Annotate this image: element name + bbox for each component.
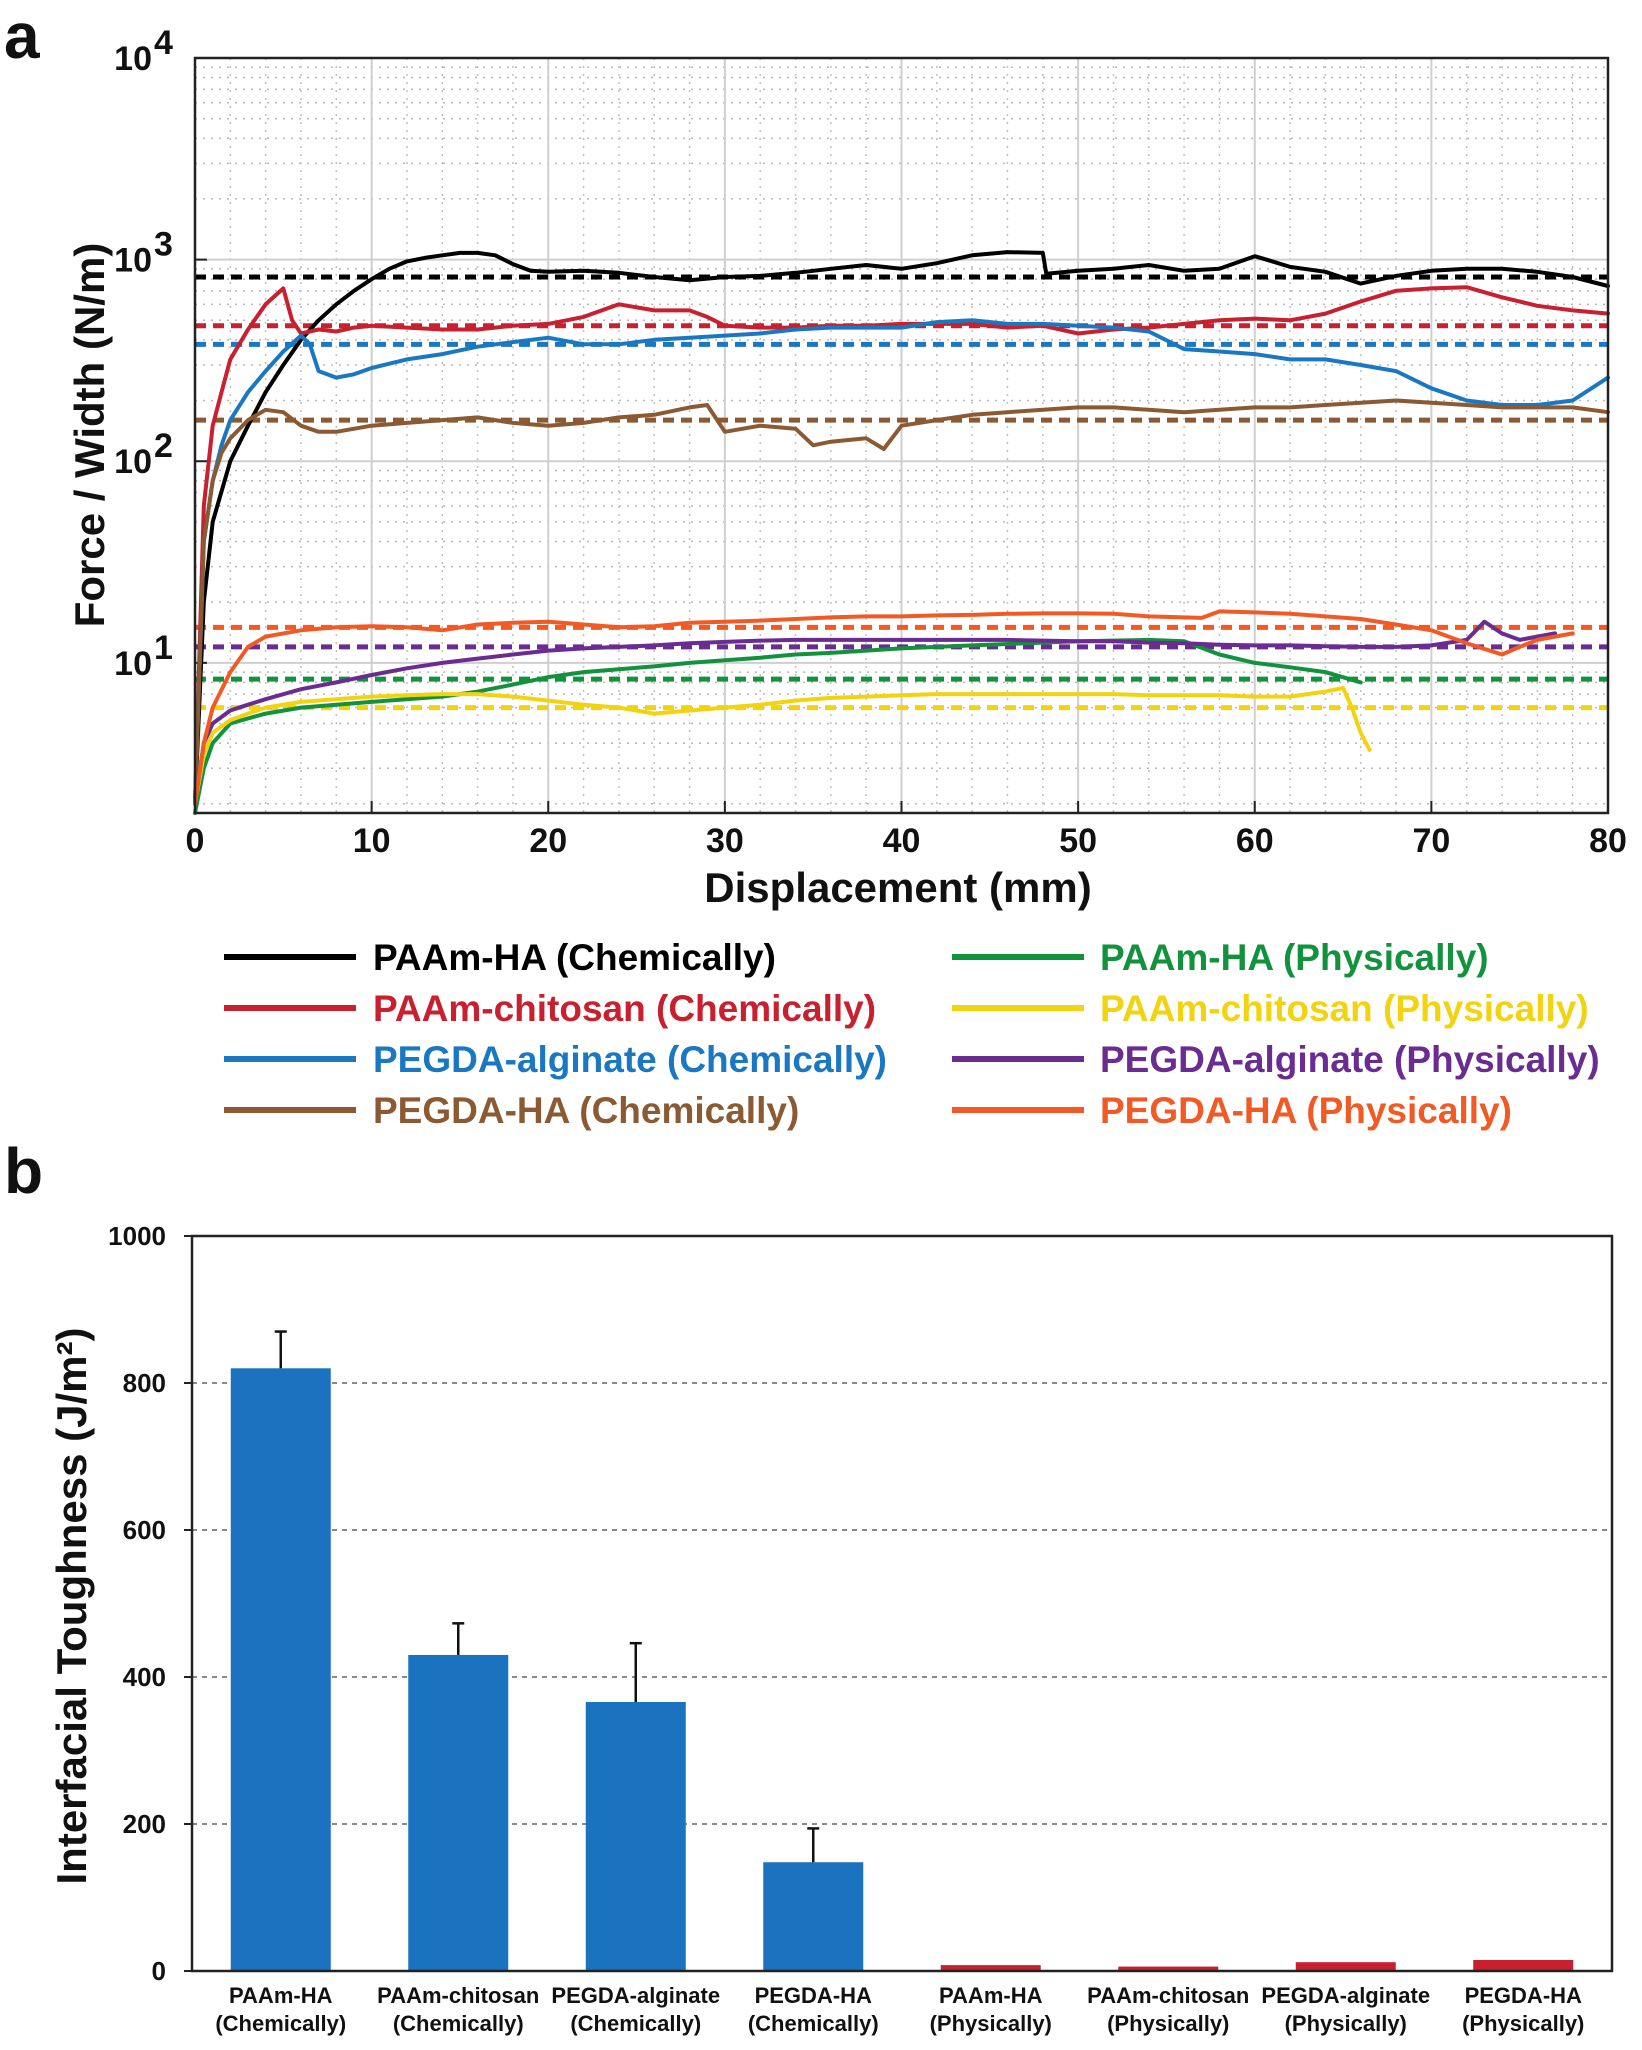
y-tick-exponent: 2 [154, 427, 173, 465]
series-line-4 [193, 398, 1610, 806]
category-label-line1: PAAm-chitosan [377, 1983, 539, 2008]
y-tick-exponent: 3 [154, 226, 173, 264]
y-tick-exponent: 4 [154, 24, 173, 62]
bar-4 [763, 1862, 864, 1971]
legend-label: PEGDA-alginate (Chemically) [373, 1039, 887, 1080]
x-tick-label: 0 [186, 822, 205, 860]
category-label-line2: (Physically) [1285, 2011, 1407, 2036]
panel-b-category-labels: PAAm-HA (Chemically) PAAm-chitosan (Chemica… [215, 1983, 1584, 2036]
x-tick-label: 40 [883, 822, 921, 860]
panel-b-letter: b [4, 1135, 43, 1207]
series-line-7 [193, 619, 1557, 806]
panel-b-frame [190, 1234, 1614, 1973]
category-label-line2: (Chemically) [570, 2011, 701, 2036]
bar-1 [230, 1368, 331, 1971]
category-label-line2: (Chemically) [748, 2011, 879, 2036]
y-tick-label: 10 [114, 645, 152, 683]
panel-a-legend: PAAm-HA (Chemically) PAAm-chitosan (Chemi… [224, 937, 1600, 1131]
category-label-line2: (Physically) [930, 2011, 1052, 2036]
y-tick-label: 600 [123, 1515, 166, 1545]
y-tick-label: 0 [152, 1956, 166, 1986]
x-tick-label: 30 [706, 822, 744, 860]
y-tick-label: 10 [114, 40, 152, 78]
panel-a-letter: a [4, 0, 40, 72]
category-label-line1: PAAm-HA [939, 1983, 1043, 2008]
bar-5 [940, 1965, 1041, 1971]
x-tick-label: 10 [353, 822, 391, 860]
category-label-line1: PEGDA-HA [1465, 1983, 1582, 2008]
legend-label: PAAm-chitosan (Chemically) [373, 988, 876, 1029]
series-line-8 [193, 609, 1575, 806]
panel-a-x-axis-title: Displacement (mm) [704, 864, 1091, 911]
panel-b-y-ticks: 0 200 400 600 800 1000 [108, 1221, 192, 1986]
bar-6 [1118, 1966, 1219, 1971]
legend-label: PEGDA-HA (Physically) [1100, 1090, 1512, 1131]
category-label-line1: PEGDA-alginate [551, 1983, 720, 2008]
category-label-line2: (Physically) [1107, 2011, 1229, 2036]
y-tick-label: 400 [123, 1662, 166, 1692]
panel-a-grid [194, 57, 1609, 813]
panel-a-frame [193, 56, 1610, 815]
category-label-line1: PAAm-chitosan [1087, 1983, 1249, 2008]
category-label-line1: PAAm-HA [229, 1983, 333, 2008]
category-label-line2: (Chemically) [393, 2011, 524, 2036]
series-line-3 [193, 318, 1610, 806]
legend-label: PAAm-HA (Chemically) [373, 937, 776, 978]
panel-a-x-ticks: 0 10 20 30 40 50 60 70 80 [186, 822, 1627, 860]
legend-label: PAAm-HA (Physically) [1100, 937, 1489, 978]
series-line-2 [193, 285, 1610, 806]
y-tick-label: 1000 [108, 1221, 166, 1251]
category-label-line2: (Physically) [1462, 2011, 1584, 2036]
panel-a-y-axis-title: Force / Width (N/m) [66, 243, 113, 628]
series-line-5 [193, 637, 1363, 815]
x-tick-label: 20 [529, 822, 567, 860]
panel-b-grid [192, 1382, 1612, 1825]
category-label-line2: (Chemically) [215, 2011, 346, 2036]
y-tick-label: 200 [123, 1809, 166, 1839]
panel-a-series [193, 250, 1610, 815]
legend-label: PAAm-chitosan (Physically) [1100, 988, 1589, 1029]
series-line-1 [193, 250, 1610, 806]
series-line-6 [193, 686, 1372, 806]
y-tick-label: 10 [114, 242, 152, 280]
x-tick-label: 60 [1236, 822, 1274, 860]
category-label-line1: PEGDA-alginate [1261, 1983, 1430, 2008]
bar-8 [1473, 1959, 1574, 1971]
bar-7 [1295, 1962, 1396, 1971]
category-label-line1: PEGDA-HA [755, 1983, 872, 2008]
x-tick-label: 50 [1059, 822, 1097, 860]
y-tick-exponent: 1 [154, 629, 173, 667]
y-tick-label: 800 [123, 1368, 166, 1398]
x-tick-label: 80 [1589, 822, 1627, 860]
bar-2 [408, 1654, 509, 1971]
x-tick-label: 70 [1412, 822, 1450, 860]
legend-label: PEGDA-HA (Chemically) [373, 1090, 799, 1131]
legend-label: PEGDA-alginate (Physically) [1100, 1039, 1600, 1080]
bar-3 [585, 1701, 686, 1971]
panel-b-y-axis-title: Interfacial Toughness (J/m²) [48, 1328, 95, 1885]
panel-b-bars [230, 1330, 1574, 1971]
y-tick-label: 10 [114, 443, 152, 481]
